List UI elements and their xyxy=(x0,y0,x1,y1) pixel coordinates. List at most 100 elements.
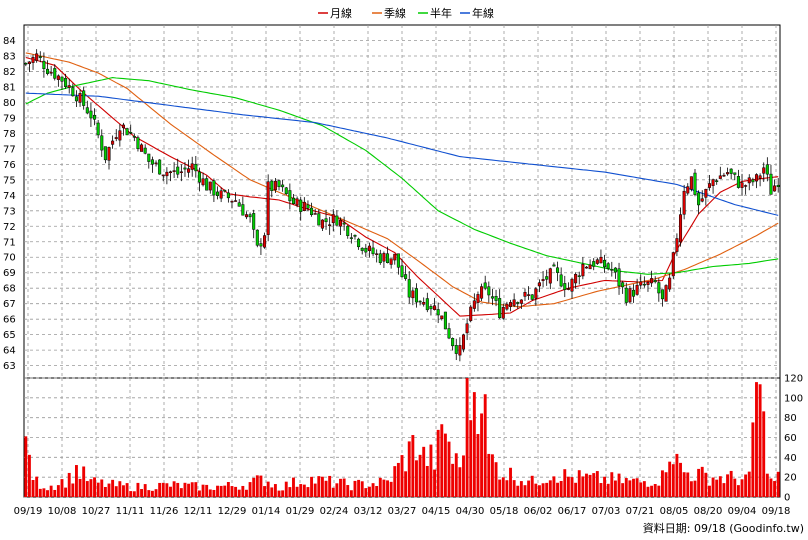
volume-bar xyxy=(100,479,104,497)
price-tick-label: 76 xyxy=(3,160,16,171)
volume-bar xyxy=(733,478,737,497)
volume-bar xyxy=(650,485,654,497)
price-tick-label: 72 xyxy=(3,222,16,233)
volume-bar xyxy=(96,482,100,497)
date-tick-label: 04/15 xyxy=(422,506,451,517)
candle-body xyxy=(357,238,361,248)
candle-body xyxy=(248,214,252,218)
price-tick-label: 71 xyxy=(3,237,16,248)
volume-bar xyxy=(494,462,498,497)
candle-body xyxy=(114,137,118,139)
volume-bar xyxy=(158,482,162,497)
candle-body xyxy=(541,279,545,281)
candle-body xyxy=(299,199,303,212)
volume-bar xyxy=(440,424,444,497)
volume-bars xyxy=(24,378,780,497)
candle-body xyxy=(736,176,740,188)
candle-body xyxy=(378,253,382,263)
candle-body xyxy=(451,338,455,347)
volume-bar xyxy=(281,490,285,497)
candle-body xyxy=(490,296,494,299)
candle-body xyxy=(125,128,129,136)
price-tick-label: 70 xyxy=(3,253,16,264)
candle-body xyxy=(519,299,523,304)
chart-legend: 月線 季線 半年 年線 xyxy=(318,6,494,20)
date-tick-label: 08/05 xyxy=(660,506,689,517)
candle-body xyxy=(729,168,733,174)
candle-body xyxy=(516,302,520,304)
candle-body xyxy=(364,247,368,253)
price-tick-label: 63 xyxy=(3,361,16,372)
volume-axis-ticks: 0 20 40 60 80 100 120 xyxy=(784,374,803,504)
volume-bar xyxy=(758,384,762,497)
candle-body xyxy=(603,259,607,268)
volume-bar xyxy=(624,478,628,497)
date-tick-label: 12/29 xyxy=(218,506,247,517)
candle-body xyxy=(693,172,697,195)
volume-bar xyxy=(371,483,375,497)
candle-body xyxy=(223,189,227,192)
volume-bar xyxy=(190,482,194,497)
candle-body xyxy=(762,167,766,174)
price-tick-label: 82 xyxy=(3,67,16,78)
volume-bar xyxy=(205,484,209,497)
volume-bar xyxy=(566,476,570,497)
candle-body xyxy=(252,213,256,230)
volume-bar xyxy=(465,378,469,497)
volume-bar xyxy=(462,455,465,497)
candle-body xyxy=(769,173,773,195)
candle-body xyxy=(722,174,726,177)
volume-bar xyxy=(519,481,523,497)
candle-body xyxy=(360,247,364,251)
volume-bar xyxy=(711,477,715,497)
date-tick-label: 11/26 xyxy=(150,506,179,517)
volume-bar xyxy=(400,455,404,497)
volume-bar xyxy=(346,485,350,497)
price-tick-label: 81 xyxy=(3,82,16,93)
date-tick-label: 03/12 xyxy=(354,506,383,517)
candle-body xyxy=(704,189,708,198)
candle-body xyxy=(226,192,230,199)
volume-bar xyxy=(194,482,198,497)
candle-body xyxy=(230,200,234,203)
candle-body xyxy=(111,140,115,145)
volume-bar xyxy=(179,488,183,497)
candle-body xyxy=(773,185,777,192)
volume-tick-label: 80 xyxy=(784,413,797,424)
volume-bar xyxy=(38,488,42,497)
volume-bar xyxy=(617,473,621,497)
candle-body xyxy=(483,282,487,289)
volume-bar xyxy=(686,472,690,497)
volume-bar xyxy=(632,478,635,497)
date-tick-label: 03/27 xyxy=(388,506,417,517)
volume-bar xyxy=(335,483,339,497)
price-tick-label: 65 xyxy=(3,330,16,341)
candle-body xyxy=(480,286,484,299)
price-tick-label: 77 xyxy=(3,144,16,155)
date-tick-label: 06/17 xyxy=(558,506,587,517)
volume-bar xyxy=(75,465,78,497)
volume-bar xyxy=(729,470,733,497)
volume-bar xyxy=(140,489,144,497)
date-tick-label: 01/14 xyxy=(252,506,281,517)
volume-bar xyxy=(436,429,440,497)
candle-body xyxy=(306,204,310,209)
candle-body xyxy=(150,159,154,165)
candle-body xyxy=(31,57,35,63)
volume-bar xyxy=(541,483,545,497)
candle-body xyxy=(581,263,585,277)
volume-bar xyxy=(49,485,53,497)
candle-body xyxy=(559,274,563,287)
candle-body xyxy=(440,315,444,320)
volume-tick-label: 20 xyxy=(784,473,797,484)
candle-body xyxy=(367,245,371,252)
candle-body xyxy=(140,144,144,152)
candle-body xyxy=(194,163,198,172)
candle-body xyxy=(584,266,588,269)
candle-body xyxy=(505,303,509,310)
candle-body xyxy=(563,283,567,290)
volume-bar xyxy=(165,483,169,497)
candle-body xyxy=(548,268,552,284)
candle-body xyxy=(650,278,654,284)
candle-body xyxy=(429,306,433,310)
